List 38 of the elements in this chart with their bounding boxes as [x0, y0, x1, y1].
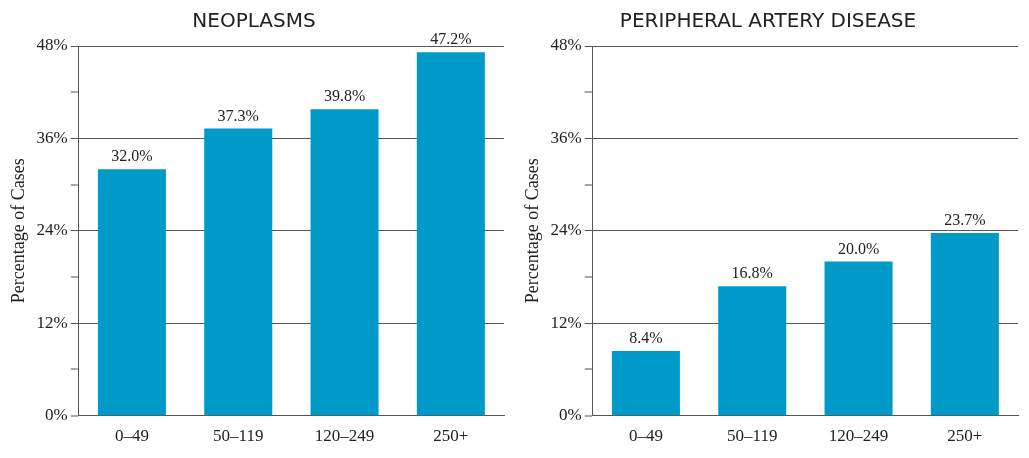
y-tick-label: 0% [559, 405, 582, 425]
bar [416, 52, 485, 416]
y-tick-label: 12% [36, 312, 68, 332]
data-label: 20.0% [837, 239, 880, 257]
x-tick-label: 50–119 [213, 426, 264, 446]
bar [310, 109, 379, 416]
chart-title: PERIPHERAL ARTERY DISEASE [619, 8, 917, 33]
data-label: 8.4% [629, 329, 663, 347]
y-tick-label: 0% [45, 405, 68, 425]
y-axis-title: Percentage of Cases [7, 158, 28, 304]
data-label: 47.2% [430, 30, 472, 48]
y-tick-label: 48% [550, 35, 582, 55]
x-tick-label: 120–249 [314, 426, 375, 446]
data-label: 37.3% [217, 106, 259, 124]
y-tick-label: 24% [550, 220, 582, 240]
y-tick-label: 36% [36, 127, 68, 147]
bar [97, 169, 166, 416]
y-tick-label: 48% [36, 35, 68, 55]
chart-title: NEOPLASMS [192, 8, 316, 33]
y-axis-title: Percentage of Cases [521, 158, 542, 304]
y-tick-label: 24% [36, 220, 68, 240]
bar [204, 128, 273, 416]
y-tick-label: 12% [550, 312, 582, 332]
x-tick-label: 50–119 [727, 426, 778, 446]
data-label: 23.7% [944, 211, 986, 229]
data-label: 16.8% [731, 264, 773, 282]
y-tick-label: 36% [550, 127, 582, 147]
data-label: 32.0% [111, 147, 153, 165]
bar [611, 350, 680, 416]
x-tick-label: 0–49 [628, 426, 663, 446]
bar [718, 286, 787, 416]
x-tick-label: 120–249 [828, 426, 889, 446]
x-tick-label: 250+ [947, 426, 983, 446]
x-tick-label: 0–49 [114, 426, 149, 446]
data-label: 39.8% [323, 87, 366, 105]
bar [824, 261, 893, 416]
x-tick-label: 250+ [433, 426, 469, 446]
bar [930, 233, 999, 416]
